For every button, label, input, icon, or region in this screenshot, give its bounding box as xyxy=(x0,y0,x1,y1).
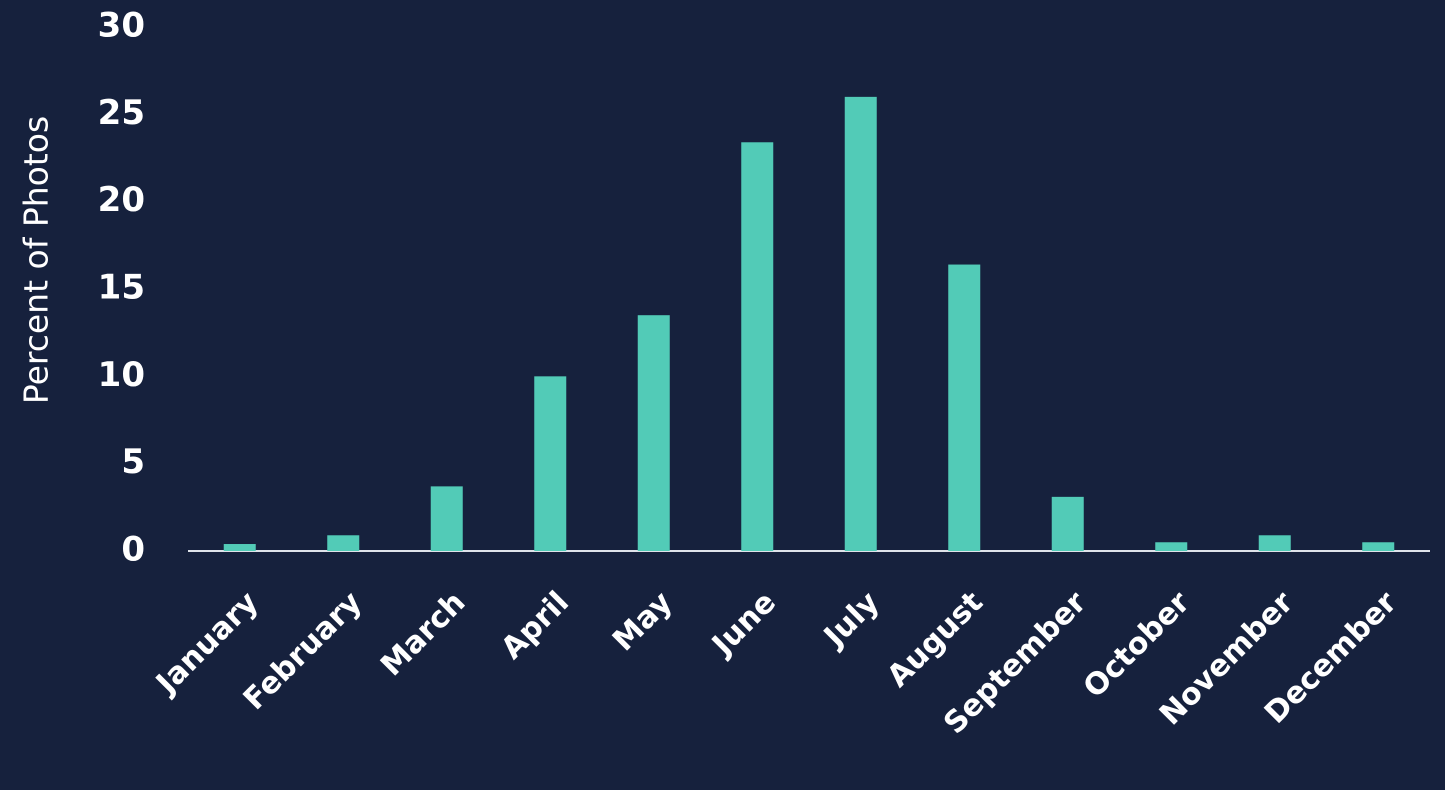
bar xyxy=(534,376,567,551)
bar xyxy=(1362,542,1395,551)
bar xyxy=(1258,535,1291,551)
y-tick-label: 0 xyxy=(121,530,145,570)
y-axis-label: Percent of Photos xyxy=(17,116,56,404)
bar xyxy=(327,535,360,551)
bar xyxy=(223,544,256,551)
bar xyxy=(430,486,463,551)
y-tick-label: 20 xyxy=(98,180,145,220)
bar xyxy=(1155,542,1188,551)
bar xyxy=(637,315,670,551)
bar xyxy=(844,96,877,551)
y-tick-label: 5 xyxy=(121,442,145,482)
y-tick-label: 10 xyxy=(98,355,145,395)
y-tick-label: 15 xyxy=(98,268,145,308)
y-tick-label: 25 xyxy=(98,93,145,133)
y-tick-label: 30 xyxy=(98,6,145,46)
bar xyxy=(948,264,981,551)
bar xyxy=(1051,496,1084,551)
bar xyxy=(741,142,774,551)
